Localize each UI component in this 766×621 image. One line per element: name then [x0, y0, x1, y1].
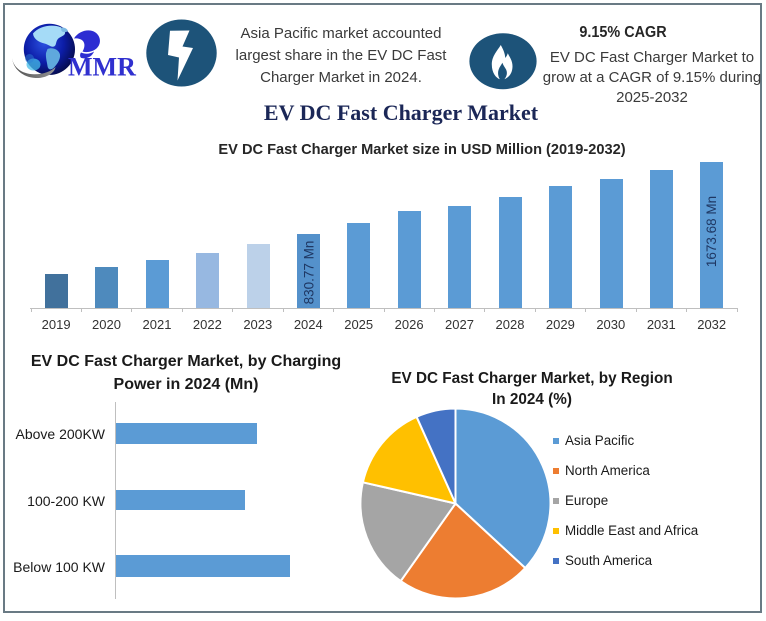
svg-text:MMR: MMR [68, 53, 136, 82]
